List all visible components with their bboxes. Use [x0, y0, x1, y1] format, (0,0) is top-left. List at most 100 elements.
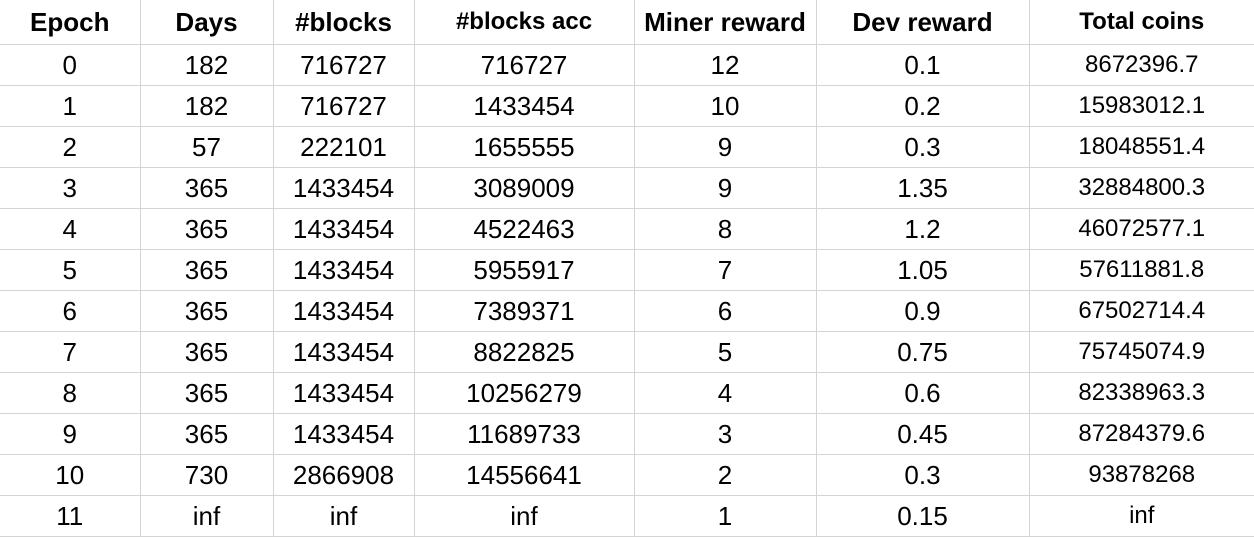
epoch-cell[interactable]: 0: [0, 44, 141, 86]
dev-reward-cell[interactable]: 0.1: [815, 44, 1030, 86]
blocks-acc-cell[interactable]: 8822825: [413, 331, 635, 373]
blocks-acc-cell[interactable]: 1433454: [413, 85, 635, 127]
header-blocks[interactable]: #blocks: [272, 0, 415, 45]
dev-reward-cell[interactable]: 0.2: [815, 85, 1030, 127]
miner-reward-cell[interactable]: 5: [633, 331, 817, 373]
epoch-cell[interactable]: 1: [0, 85, 141, 127]
table-row: 7 365 1433454 8822825 5 0.75 75745074.9: [0, 331, 1254, 373]
header-epoch[interactable]: Epoch: [0, 0, 141, 45]
blocks-acc-cell[interactable]: inf: [413, 495, 635, 537]
dev-reward-cell[interactable]: 0.75: [815, 331, 1030, 373]
days-cell[interactable]: 365: [139, 290, 274, 332]
days-cell[interactable]: 365: [139, 331, 274, 373]
blocks-acc-cell[interactable]: 1655555: [413, 126, 635, 168]
dev-reward-cell[interactable]: 0.3: [815, 454, 1030, 496]
days-cell[interactable]: 365: [139, 372, 274, 414]
blocks-cell[interactable]: 222101: [272, 126, 415, 168]
blocks-cell[interactable]: 716727: [272, 85, 415, 127]
header-total-coins[interactable]: Total coins: [1028, 0, 1254, 45]
blocks-cell[interactable]: inf: [272, 495, 415, 537]
blocks-acc-cell[interactable]: 4522463: [413, 208, 635, 250]
days-cell[interactable]: 365: [139, 208, 274, 250]
epoch-cell[interactable]: 9: [0, 413, 141, 455]
days-cell[interactable]: 365: [139, 249, 274, 291]
dev-reward-cell[interactable]: 0.45: [815, 413, 1030, 455]
blocks-acc-cell[interactable]: 7389371: [413, 290, 635, 332]
days-cell[interactable]: 182: [139, 85, 274, 127]
miner-reward-cell[interactable]: 6: [633, 290, 817, 332]
blocks-cell[interactable]: 1433454: [272, 372, 415, 414]
days-cell[interactable]: 730: [139, 454, 274, 496]
dev-reward-cell[interactable]: 0.9: [815, 290, 1030, 332]
dev-reward-cell[interactable]: 0.15: [815, 495, 1030, 537]
dev-reward-cell[interactable]: 1.2: [815, 208, 1030, 250]
blocks-cell[interactable]: 1433454: [272, 290, 415, 332]
days-cell[interactable]: 182: [139, 44, 274, 86]
epoch-cell[interactable]: 3: [0, 167, 141, 209]
dev-reward-cell[interactable]: 1.05: [815, 249, 1030, 291]
miner-reward-cell[interactable]: 9: [633, 126, 817, 168]
header-blocks-acc[interactable]: #blocks acc: [413, 0, 635, 45]
total-coins-cell[interactable]: 8672396.7: [1028, 44, 1254, 86]
blocks-cell[interactable]: 1433454: [272, 208, 415, 250]
blocks-cell[interactable]: 2866908: [272, 454, 415, 496]
blocks-cell[interactable]: 1433454: [272, 413, 415, 455]
table-row: 5 365 1433454 5955917 7 1.05 57611881.8: [0, 249, 1254, 291]
blocks-acc-cell[interactable]: 5955917: [413, 249, 635, 291]
blocks-cell[interactable]: 716727: [272, 44, 415, 86]
epoch-cell[interactable]: 5: [0, 249, 141, 291]
table-body: 0 182 716727 716727 12 0.1 8672396.7 1 182 716727…: [0, 44, 1254, 537]
epoch-cell[interactable]: 4: [0, 208, 141, 250]
epoch-cell[interactable]: 11: [0, 495, 141, 537]
blocks-acc-cell[interactable]: 11689733: [413, 413, 635, 455]
total-coins-cell[interactable]: 57611881.8: [1028, 249, 1254, 291]
blocks-acc-cell[interactable]: 14556641: [413, 454, 635, 496]
total-coins-cell[interactable]: inf: [1028, 495, 1254, 537]
epoch-cell[interactable]: 2: [0, 126, 141, 168]
table-row: 8 365 1433454 10256279 4 0.6 82338963.3: [0, 372, 1254, 414]
header-days[interactable]: Days: [139, 0, 274, 45]
miner-reward-cell[interactable]: 3: [633, 413, 817, 455]
total-coins-cell[interactable]: 15983012.1: [1028, 85, 1254, 127]
days-cell[interactable]: 57: [139, 126, 274, 168]
blocks-cell[interactable]: 1433454: [272, 167, 415, 209]
table-row: 11 inf inf inf 1 0.15 inf: [0, 495, 1254, 537]
total-coins-cell[interactable]: 93878268: [1028, 454, 1254, 496]
total-coins-cell[interactable]: 87284379.6: [1028, 413, 1254, 455]
dev-reward-cell[interactable]: 1.35: [815, 167, 1030, 209]
table-row: 2 57 222101 1655555 9 0.3 18048551.4: [0, 126, 1254, 168]
miner-reward-cell[interactable]: 2: [633, 454, 817, 496]
blocks-acc-cell[interactable]: 3089009: [413, 167, 635, 209]
days-cell[interactable]: inf: [139, 495, 274, 537]
dev-reward-cell[interactable]: 0.3: [815, 126, 1030, 168]
blocks-cell[interactable]: 1433454: [272, 249, 415, 291]
miner-reward-cell[interactable]: 8: [633, 208, 817, 250]
miner-reward-cell[interactable]: 9: [633, 167, 817, 209]
miner-reward-cell[interactable]: 7: [633, 249, 817, 291]
miner-reward-cell[interactable]: 12: [633, 44, 817, 86]
table-row: 10 730 2866908 14556641 2 0.3 93878268: [0, 454, 1254, 496]
total-coins-cell[interactable]: 18048551.4: [1028, 126, 1254, 168]
blocks-acc-cell[interactable]: 10256279: [413, 372, 635, 414]
header-row: Epoch Days #blocks #blocks acc Miner rew…: [0, 0, 1254, 45]
epoch-cell[interactable]: 6: [0, 290, 141, 332]
days-cell[interactable]: 365: [139, 167, 274, 209]
days-cell[interactable]: 365: [139, 413, 274, 455]
blocks-cell[interactable]: 1433454: [272, 331, 415, 373]
miner-reward-cell[interactable]: 1: [633, 495, 817, 537]
header-miner-reward[interactable]: Miner reward: [633, 0, 817, 45]
dev-reward-cell[interactable]: 0.6: [815, 372, 1030, 414]
epoch-cell[interactable]: 10: [0, 454, 141, 496]
blocks-acc-cell[interactable]: 716727: [413, 44, 635, 86]
total-coins-cell[interactable]: 82338963.3: [1028, 372, 1254, 414]
total-coins-cell[interactable]: 75745074.9: [1028, 331, 1254, 373]
total-coins-cell[interactable]: 67502714.4: [1028, 290, 1254, 332]
miner-reward-cell[interactable]: 10: [633, 85, 817, 127]
total-coins-cell[interactable]: 32884800.3: [1028, 167, 1254, 209]
epoch-cell[interactable]: 8: [0, 372, 141, 414]
total-coins-cell[interactable]: 46072577.1: [1028, 208, 1254, 250]
miner-reward-cell[interactable]: 4: [633, 372, 817, 414]
header-dev-reward[interactable]: Dev reward: [815, 0, 1030, 45]
epoch-cell[interactable]: 7: [0, 331, 141, 373]
